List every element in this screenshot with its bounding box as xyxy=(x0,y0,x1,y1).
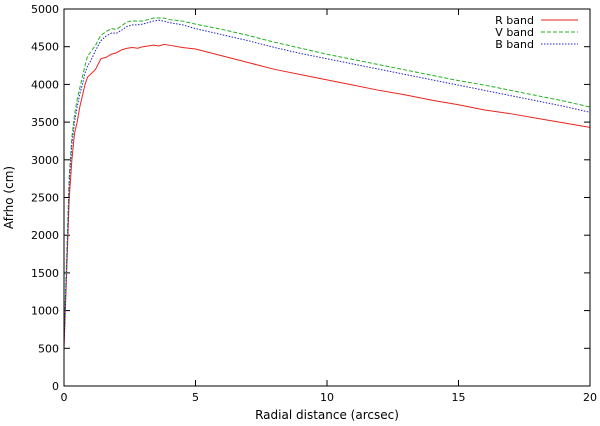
y-tick-label: 4500 xyxy=(31,41,59,54)
legend-label-b-band: B band xyxy=(495,38,534,51)
y-axis-title: Afrho (cm) xyxy=(2,166,16,229)
y-tick-label: 1500 xyxy=(31,267,59,280)
x-tick-label: 10 xyxy=(320,391,334,404)
y-tick-label: 5000 xyxy=(31,3,59,16)
y-tick-label: 2500 xyxy=(31,192,59,205)
series-line-b-band xyxy=(63,19,591,345)
y-tick-label: 500 xyxy=(38,342,59,355)
y-tick-label: 1000 xyxy=(31,305,59,318)
series-line-v-band xyxy=(63,17,591,341)
x-tick-label: 20 xyxy=(583,391,597,404)
y-tick-label: 0 xyxy=(52,380,59,393)
series-lines xyxy=(63,17,591,349)
legend-label-r-band: R band xyxy=(495,14,534,27)
x-axis-title: Radial distance (arcsec) xyxy=(255,408,399,422)
legend-label-v-band: V band xyxy=(495,26,534,39)
y-tick-label: 2000 xyxy=(31,229,59,242)
plot-area-frame xyxy=(63,8,591,387)
y-tick-label: 3500 xyxy=(31,116,59,129)
x-tick-label: 5 xyxy=(192,391,199,404)
series-line-r-band xyxy=(63,43,591,349)
x-tick-label: 15 xyxy=(452,391,466,404)
y-tick-label: 4000 xyxy=(31,78,59,91)
y-tick-label: 3000 xyxy=(31,154,59,167)
x-tick-label: 0 xyxy=(61,391,68,404)
axis-ticks: 0 5 10 15 20 0 500 1000 1500 2000 2500 3000 3500 4000… xyxy=(31,3,597,404)
